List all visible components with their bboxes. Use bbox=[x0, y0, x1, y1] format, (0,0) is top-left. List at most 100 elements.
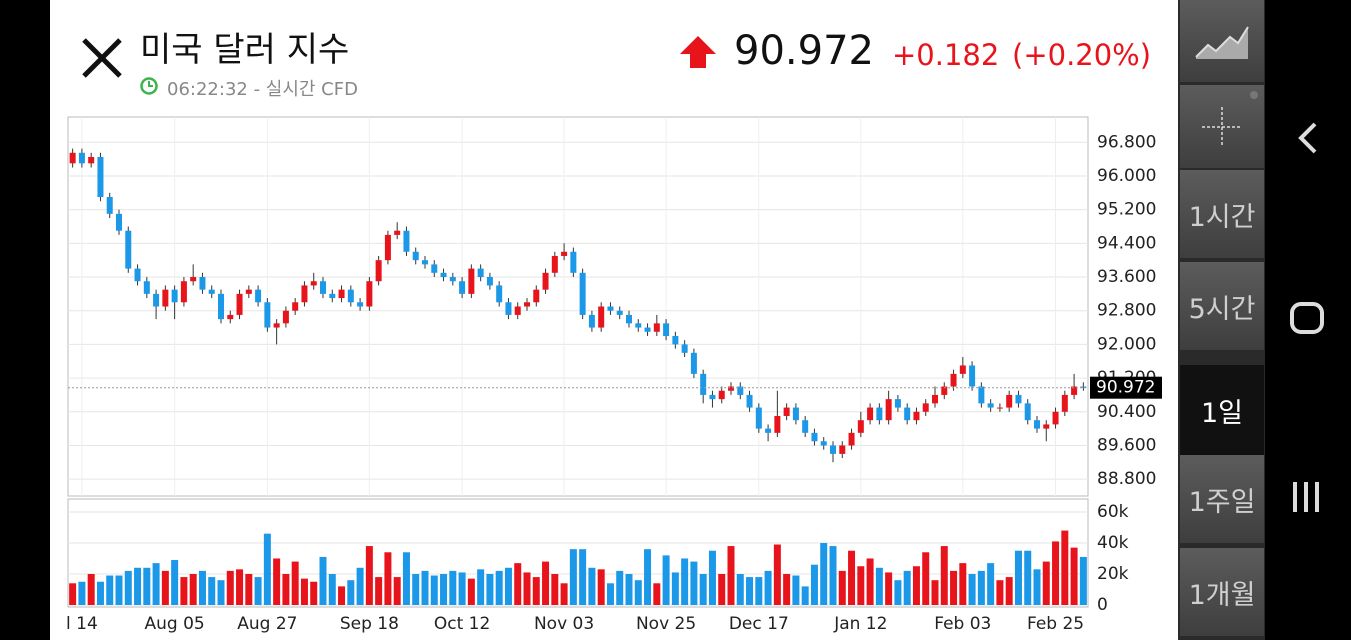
candle-body bbox=[366, 281, 373, 307]
volume-bar bbox=[681, 558, 689, 605]
candle-body bbox=[477, 268, 484, 278]
candle-body bbox=[561, 251, 568, 256]
volume-bar bbox=[143, 567, 151, 605]
volume-bar bbox=[412, 573, 420, 605]
volume-bar bbox=[690, 561, 698, 605]
volume-bar bbox=[1014, 550, 1022, 605]
y-tick-label: 94.400 bbox=[1097, 233, 1156, 253]
candle-body bbox=[551, 255, 558, 273]
interval-button[interactable]: 1주일 bbox=[1180, 455, 1264, 543]
candle-body bbox=[375, 260, 382, 282]
candle-body bbox=[579, 272, 586, 315]
x-tick-label: Nov 25 bbox=[636, 614, 696, 634]
volume-bar bbox=[625, 573, 633, 605]
volume-bar bbox=[875, 567, 883, 605]
candle-body bbox=[663, 323, 670, 336]
candle-body bbox=[134, 268, 141, 282]
volume-bar bbox=[987, 563, 995, 605]
volume-bar bbox=[848, 550, 856, 605]
volume-bar bbox=[940, 546, 948, 605]
interval-button[interactable]: 5시간 bbox=[1180, 262, 1264, 350]
candle-body bbox=[690, 352, 697, 374]
candle-body bbox=[384, 234, 391, 261]
recents-button[interactable] bbox=[1293, 482, 1319, 512]
y-tick-label: 92.000 bbox=[1097, 334, 1156, 354]
candle-body bbox=[718, 390, 725, 400]
y-tick-label: 88.800 bbox=[1097, 469, 1156, 489]
interval-button[interactable]: 1시간 bbox=[1180, 170, 1264, 258]
volume-bar bbox=[783, 573, 791, 605]
volume-bar bbox=[310, 581, 318, 605]
volume-tick-label: 60k bbox=[1097, 502, 1129, 522]
candle-body bbox=[996, 407, 1003, 409]
candle-body bbox=[820, 441, 827, 446]
candle-body bbox=[932, 394, 938, 404]
chart-type-button[interactable] bbox=[1180, 0, 1264, 82]
y-tick-label: 95.200 bbox=[1097, 200, 1156, 220]
volume-bar bbox=[402, 552, 410, 605]
volume-bar bbox=[755, 577, 763, 605]
volume-bar bbox=[87, 573, 95, 605]
volume-tick-label: 0 bbox=[1097, 595, 1108, 615]
candle-body bbox=[357, 302, 364, 307]
volume-panel bbox=[67, 498, 1089, 608]
candle-body bbox=[811, 432, 818, 442]
candle-body bbox=[737, 386, 744, 395]
candle-body bbox=[273, 323, 280, 328]
volume-bar bbox=[560, 583, 568, 605]
candle-body bbox=[468, 268, 475, 294]
volume-bar bbox=[699, 573, 707, 605]
volume-bar bbox=[653, 583, 661, 605]
volume-bar bbox=[217, 580, 225, 605]
candle-body bbox=[301, 285, 308, 303]
candle-body bbox=[338, 289, 345, 299]
close-button[interactable] bbox=[80, 38, 124, 78]
crosshair-button[interactable] bbox=[1180, 85, 1264, 168]
back-button[interactable] bbox=[1298, 122, 1317, 154]
candle-body bbox=[106, 197, 113, 214]
last-price-label: 90.972 bbox=[1096, 378, 1155, 398]
candle-body bbox=[227, 314, 234, 320]
y-tick-label: 93.600 bbox=[1097, 267, 1156, 287]
candle-body bbox=[1071, 386, 1078, 395]
volume-bar bbox=[885, 572, 893, 605]
candle-body bbox=[255, 289, 262, 303]
volume-bar bbox=[1005, 577, 1013, 605]
x-tick-label: Feb 03 bbox=[934, 614, 991, 634]
candle-body bbox=[959, 365, 966, 374]
volume-bar bbox=[977, 570, 985, 605]
candle-body bbox=[292, 302, 299, 311]
volume-tick-label: 20k bbox=[1097, 564, 1129, 584]
volume-bar bbox=[708, 550, 716, 605]
interval-button[interactable]: 1일 bbox=[1180, 365, 1264, 455]
candle-body bbox=[171, 289, 178, 303]
candle-body bbox=[922, 403, 929, 412]
home-button[interactable] bbox=[1290, 302, 1324, 334]
volume-bar bbox=[338, 586, 346, 605]
volume-bar bbox=[495, 570, 503, 605]
volume-bar bbox=[134, 567, 142, 605]
interval-button[interactable]: 1개월 bbox=[1180, 548, 1264, 636]
candle-body bbox=[913, 411, 920, 421]
volume-bar bbox=[78, 581, 86, 605]
candle-body bbox=[496, 285, 503, 303]
volume-bar bbox=[161, 570, 169, 605]
volume-bar bbox=[792, 575, 800, 605]
candle-body bbox=[709, 394, 716, 400]
candle-body bbox=[904, 407, 911, 421]
candle-body bbox=[969, 365, 976, 387]
candle-body bbox=[524, 302, 530, 307]
candle-body bbox=[607, 306, 614, 311]
volume-bar bbox=[300, 578, 308, 605]
candle-body bbox=[310, 281, 317, 286]
volume-bar bbox=[440, 573, 448, 605]
volume-bar bbox=[356, 567, 364, 605]
x-tick-label: Feb 25 bbox=[1027, 614, 1084, 634]
volume-bar bbox=[532, 577, 540, 605]
price-panel bbox=[67, 116, 1089, 497]
volume-bar bbox=[912, 566, 920, 605]
candle-body bbox=[588, 314, 595, 328]
volume-bar bbox=[718, 573, 726, 605]
side-panel: 1시간 5시간 1일 1주일 1개월 bbox=[1178, 0, 1265, 640]
volume-bar bbox=[514, 563, 522, 605]
